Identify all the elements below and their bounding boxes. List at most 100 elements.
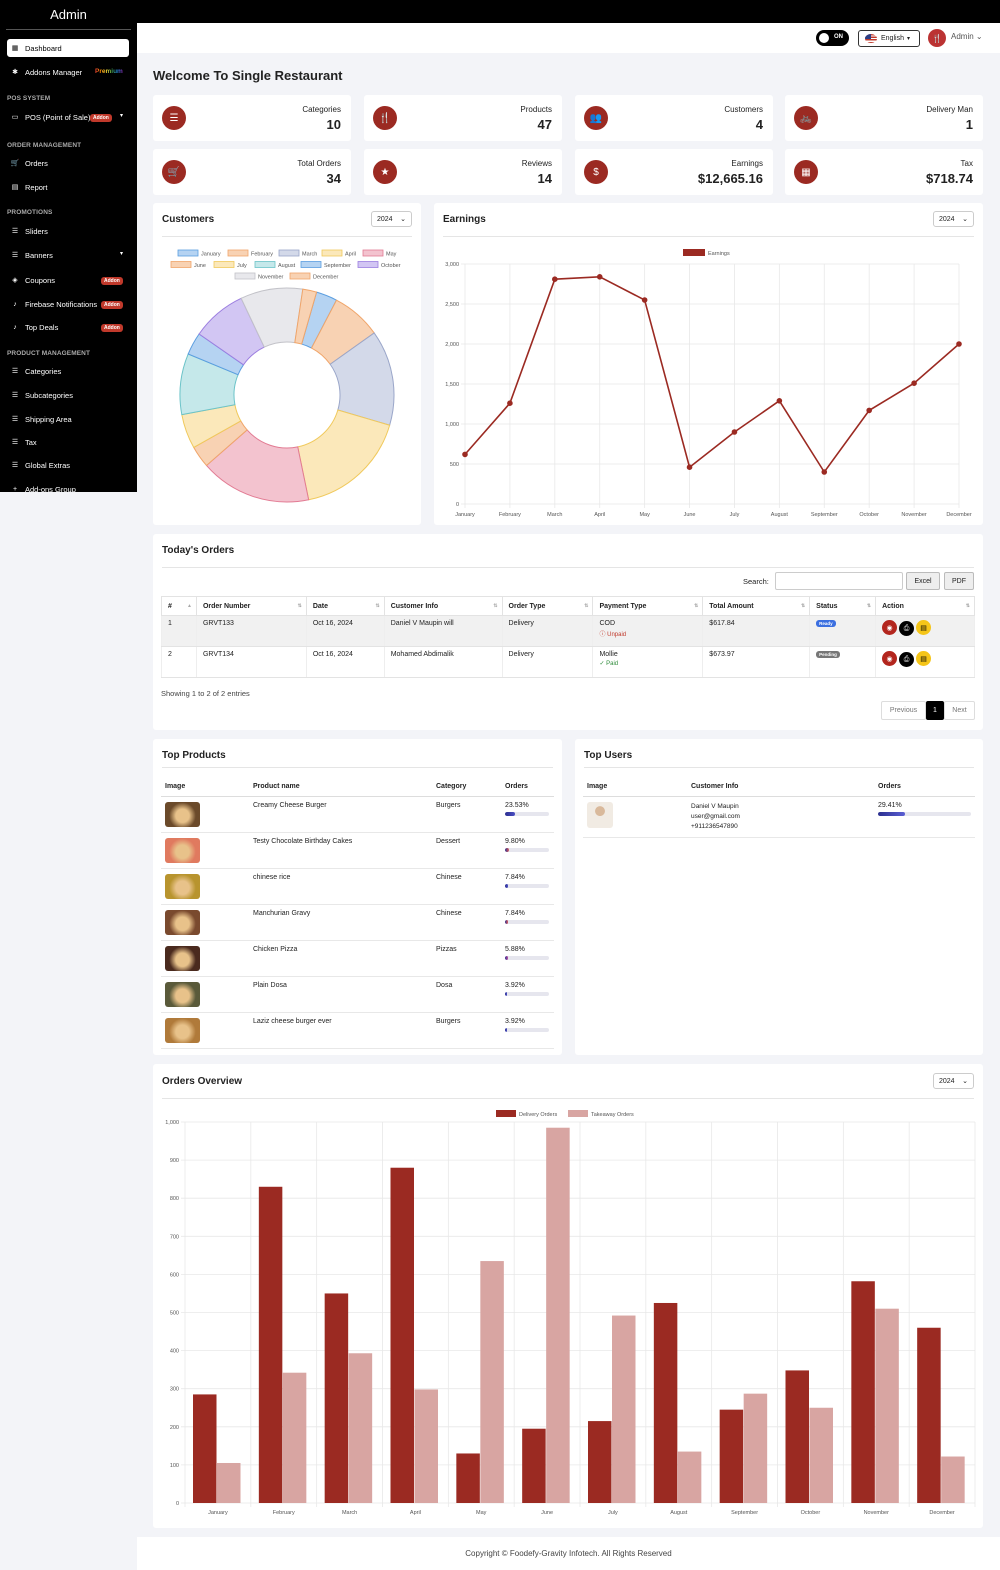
sidebar-item-add-ons-group[interactable]: + Add-ons Group [11, 482, 129, 493]
sidebar-item-coupons[interactable]: ◈ Coupons [11, 273, 129, 287]
bar-delivery-july[interactable] [588, 1421, 612, 1503]
earnings-year-select[interactable]: 2024 ⌄ [933, 211, 974, 227]
bar-delivery-august[interactable] [653, 1302, 678, 1503]
bar-takeaway-october[interactable] [809, 1407, 834, 1503]
bar-takeaway-july[interactable] [612, 1315, 636, 1503]
legend-swatch-earnings[interactable] [683, 249, 705, 256]
bar-takeaway-december[interactable] [941, 1456, 965, 1503]
legend-swatch-january[interactable] [177, 249, 199, 257]
column-header-total-amount[interactable]: Total Amount ⇅ [702, 596, 811, 616]
legend-swatch-august[interactable] [254, 261, 276, 268]
bar-delivery-march[interactable] [324, 1293, 349, 1503]
column-header-customer-info[interactable]: Customer Info ⇅ [383, 596, 503, 616]
mode-toggle[interactable]: ON [816, 30, 849, 46]
language-dropdown[interactable]: English ▾ [858, 30, 920, 47]
bar-takeaway-january[interactable] [217, 1462, 241, 1503]
bar-takeaway-november[interactable] [875, 1308, 899, 1503]
pagination-next[interactable]: Next [944, 701, 975, 720]
donut-slice-april[interactable] [297, 409, 391, 501]
bar-delivery-january[interactable] [193, 1394, 217, 1503]
sidebar-item-shipping-area[interactable]: ☰ Shipping Area [11, 412, 129, 426]
bar-delivery-april[interactable] [390, 1167, 415, 1503]
bar-takeaway-april[interactable] [414, 1389, 439, 1503]
customers-year-select[interactable]: 2024 ⌄ [371, 211, 412, 227]
column-header-order-number[interactable]: Order Number ⇅ [195, 596, 307, 616]
earnings-point-july[interactable] [731, 429, 738, 435]
bar-delivery-february[interactable] [258, 1186, 283, 1503]
earnings-point-june[interactable] [686, 464, 693, 470]
view-eye-icon[interactable]: ◉ [882, 620, 898, 635]
donut-slice-december[interactable] [294, 288, 318, 345]
bar-delivery-october[interactable] [785, 1370, 810, 1503]
legend-swatch-july[interactable] [213, 261, 235, 268]
stat-card-categories[interactable]: ☰ Categories 10 [153, 95, 351, 141]
bar-takeaway-august[interactable] [677, 1451, 702, 1503]
bar-delivery-december[interactable] [917, 1327, 941, 1503]
legend-swatch-takeaway-orders[interactable] [568, 1110, 588, 1117]
legend-swatch-september[interactable] [300, 261, 322, 268]
orders-search-input[interactable] [775, 572, 903, 590]
sidebar-item-addons-manager[interactable]: ✱ Addons Manager [11, 65, 129, 79]
legend-swatch-november[interactable] [234, 272, 256, 280]
invoice-file-icon[interactable]: ▤ [916, 620, 932, 635]
bar-takeaway-june[interactable] [546, 1127, 570, 1503]
stat-card-customers[interactable]: 👥 Customers 4 [575, 95, 773, 141]
stat-card-earnings[interactable]: $ Earnings $12,665.16 [575, 149, 773, 195]
pagination-page-1[interactable]: 1 [926, 701, 944, 720]
earnings-point-january[interactable] [462, 451, 468, 458]
sidebar-item-tax[interactable]: ☰ Tax [11, 435, 129, 449]
bar-takeaway-march[interactable] [348, 1353, 373, 1503]
earnings-point-august[interactable] [776, 398, 783, 404]
column-header-[interactable]: # ▲ [161, 596, 197, 616]
sidebar-item-dashboard[interactable]: ▦ Dashboard [11, 41, 129, 55]
earnings-point-february[interactable] [507, 400, 513, 406]
legend-swatch-february[interactable] [227, 249, 249, 257]
print-icon[interactable]: ⎙ [899, 621, 915, 636]
stat-card-total-orders[interactable]: 🛒 Total Orders 34 [153, 149, 351, 195]
sidebar-item-subcategories[interactable]: ☰ Subcategories [11, 388, 129, 402]
legend-swatch-april[interactable] [321, 249, 343, 257]
sidebar-item-orders[interactable]: 🛒 Orders [11, 156, 129, 170]
bar-delivery-june[interactable] [522, 1428, 546, 1503]
earnings-point-december[interactable] [956, 341, 962, 347]
earnings-point-october[interactable] [866, 407, 872, 414]
stat-card-products[interactable]: 🍴 Products 47 [364, 95, 562, 141]
sidebar-item-sliders[interactable]: ☰ Sliders [11, 224, 129, 238]
legend-swatch-delivery-orders[interactable] [496, 1110, 516, 1117]
earnings-point-november[interactable] [911, 380, 917, 386]
bar-delivery-september[interactable] [719, 1409, 744, 1503]
print-icon[interactable]: ⎙ [899, 652, 915, 667]
excel-export-button[interactable]: Excel [906, 572, 940, 590]
bar-takeaway-may[interactable] [480, 1261, 504, 1503]
bar-delivery-november[interactable] [851, 1281, 875, 1503]
invoice-file-icon[interactable]: ▤ [916, 651, 932, 666]
admin-avatar[interactable]: 🍴 [928, 29, 946, 47]
sidebar-item-top-deals[interactable]: ♪ Top Deals [11, 320, 129, 334]
column-header-date[interactable]: Date ⇅ [305, 596, 385, 616]
stat-card-tax[interactable]: ▦ Tax $718.74 [785, 149, 983, 195]
caret-down-icon[interactable]: ▾ [120, 251, 124, 257]
column-header-status[interactable]: Status ⇅ [809, 596, 877, 616]
sidebar-item-banners[interactable]: ☰ Banners [11, 248, 129, 262]
admin-user-menu[interactable]: Admin ⌄ [951, 32, 983, 41]
legend-swatch-october[interactable] [357, 261, 379, 268]
legend-swatch-may[interactable] [362, 249, 384, 257]
legend-swatch-june[interactable] [170, 261, 192, 268]
bar-delivery-may[interactable] [456, 1453, 480, 1503]
bar-takeaway-february[interactable] [282, 1372, 307, 1503]
earnings-point-may[interactable] [641, 297, 648, 303]
caret-down-icon[interactable]: ▾ [120, 113, 124, 119]
sidebar-item-pos-point-of-sale[interactable]: ▭ POS (Point of Sale) [11, 110, 129, 124]
legend-swatch-march[interactable] [278, 249, 300, 257]
earnings-point-september[interactable] [821, 469, 828, 475]
sidebar-item-report[interactable]: ▤ Report [11, 180, 129, 194]
column-header-order-type[interactable]: Order Type ⇅ [501, 596, 594, 616]
earnings-point-april[interactable] [596, 274, 603, 280]
sidebar-item-categories[interactable]: ☰ Categories [11, 364, 129, 378]
bar-takeaway-september[interactable] [743, 1393, 768, 1503]
pagination-previous[interactable]: Previous [881, 701, 926, 720]
pdf-export-button[interactable]: PDF [944, 572, 974, 590]
column-header-action[interactable]: Action ⇅ [875, 596, 975, 616]
stat-card-delivery-man[interactable]: 🚲 Delivery Man 1 [785, 95, 983, 141]
sidebar-item-global-extras[interactable]: ☰ Global Extras [11, 458, 129, 472]
